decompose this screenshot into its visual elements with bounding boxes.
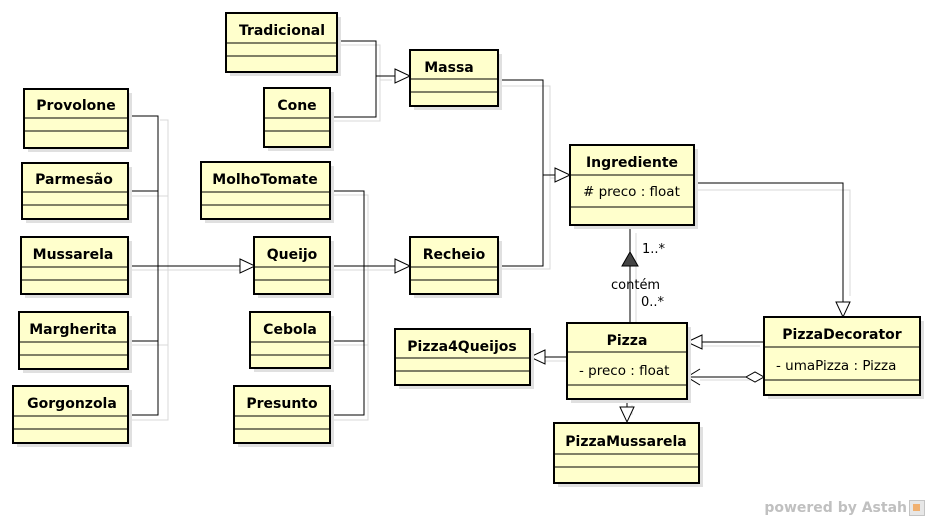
class-pizzamussarela: PizzaMussarela [553,422,703,487]
class-ingrediente: Ingrediente # preco : float [569,144,698,229]
association-direction-triangle [621,250,639,267]
class-name: Tradicional [239,23,325,39]
class-pizzadecorator: PizzaDecorator - umaPizza : Pizza [763,316,924,399]
gen-arrow-pizza-from-4queijos [528,349,546,365]
edge-tradicional-massa [337,40,395,77]
edge-molhotomate-recheio [330,190,365,266]
class-name: Cone [277,98,316,114]
edges [128,40,851,424]
edge-presunto-recheio [330,341,365,416]
class-name: Pizza [607,333,648,349]
class-recheio: Recheio [409,236,502,298]
class-name: Cebola [263,322,317,338]
gen-arrow-massa [394,68,412,84]
class-name: Recheio [423,247,486,263]
class-massa: Massa [409,49,502,110]
astah-logo-icon [909,500,925,516]
class-mussarela: Mussarela [20,236,132,298]
multiplicity-pizza: 0..* [641,295,665,310]
edge-massa-ingrediente [498,79,555,176]
class-name: Ingrediente [586,155,678,171]
class-margherita: Margherita [18,311,132,373]
class-attribute: - umaPizza : Pizza [776,358,896,374]
class-name: Provolone [36,98,115,114]
class-queijo: Queijo [253,236,334,298]
class-name: PizzaMussarela [565,434,686,450]
class-pizza: Pizza - preco : float [566,322,691,403]
class-attribute: # preco : float [583,184,680,200]
class-name: Parmesão [35,172,113,188]
class-presunto: Presunto [233,385,334,447]
class-molhotomate: MolhoTomate [200,161,334,223]
multiplicity-ingrediente: 1..* [642,242,666,257]
class-name: Presunto [246,396,318,412]
edge-gorgonzola-queijo [128,266,159,416]
class-attribute: - preco : float [579,363,669,379]
class-tradicional: Tradicional [225,12,341,76]
association-name: contém [611,278,660,293]
edge-cebola-recheio [330,266,365,342]
edge-provolone-queijo [128,115,159,266]
class-name: Margherita [29,322,117,338]
gen-arrow-pizzadecorator [835,301,851,319]
class-name: Queijo [267,247,318,263]
class-pizza4queijos: Pizza4Queijos [394,328,534,389]
gen-arrow-queijo [239,258,257,274]
class-cebola: Cebola [249,311,334,372]
edge-pizzadecorator-ingrediente [694,182,844,302]
class-name: Pizza4Queijos [407,339,516,355]
gen-arrow-pizza-from-mussarela [619,406,635,424]
footer-brand: powered by Astah [764,500,925,516]
class-name: MolhoTomate [212,172,317,188]
class-provolone: Provolone [23,88,132,152]
gen-arrow-ingrediente [554,167,572,183]
class-cone: Cone [263,87,334,151]
edge-cone-massa [330,76,377,118]
class-name: Massa [424,60,474,76]
class-gorgonzola: Gorgonzola [12,385,132,447]
class-parmesao: Parmesão [21,162,132,223]
class-name: PizzaDecorator [782,327,901,343]
gen-arrow-pizza [685,334,703,350]
gen-arrow-recheio [394,258,412,274]
aggregation-diamond [744,371,766,383]
edge-pizzadecorator-umapizza [686,368,747,386]
class-name: Gorgonzola [27,396,117,412]
brand-text: powered by Astah [764,500,907,516]
edge-recheio-ingrediente [498,175,544,267]
class-name: Mussarela [33,247,114,263]
